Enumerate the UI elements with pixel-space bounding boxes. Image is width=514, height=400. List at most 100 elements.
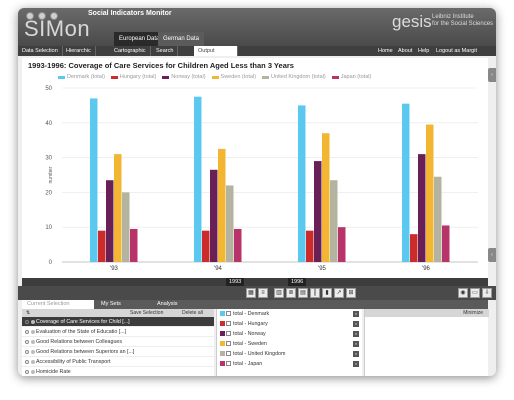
color-swatch[interactable]	[220, 331, 225, 336]
radio-icon[interactable]	[25, 330, 29, 334]
radio-icon[interactable]	[25, 360, 29, 364]
selection-item[interactable]: Evaluation of the State of Educatio [...…	[22, 327, 214, 337]
tab-european-data[interactable]: European Data	[114, 32, 165, 46]
checkbox-icon[interactable]	[226, 341, 231, 346]
legend-item[interactable]: Sweden (total)	[211, 74, 256, 80]
nav-output[interactable]: Output	[194, 46, 238, 56]
checkbox-icon[interactable]	[226, 331, 231, 336]
panel-expand-handle[interactable]: ‹	[488, 248, 496, 262]
app-window: SIMon Social Indicators Monitor European…	[18, 8, 496, 376]
bullet-icon	[31, 330, 35, 334]
selection-item[interactable]: Coverage of Care Services for Child [...…	[22, 317, 214, 327]
color-swatch[interactable]	[220, 321, 225, 326]
bar	[442, 225, 450, 262]
checkbox-icon[interactable]	[226, 351, 231, 356]
y-tick-label: 40	[45, 121, 52, 127]
selection-item[interactable]: Good Relations between Colleagues	[22, 337, 214, 347]
tab-current-selection[interactable]: Current Selection	[22, 300, 94, 309]
country-item[interactable]: total - Norway ×	[217, 329, 362, 339]
color-swatch[interactable]	[220, 341, 225, 346]
legend-item[interactable]: Hungary (total)	[110, 74, 156, 80]
export-icon[interactable]: ⇩	[482, 288, 492, 298]
remove-icon[interactable]: ×	[353, 321, 359, 327]
nav-home[interactable]: Home	[378, 48, 393, 54]
legend-swatch	[211, 75, 219, 79]
remove-icon[interactable]: ×	[353, 311, 359, 317]
panel-collapse-handle[interactable]: ‹	[488, 68, 496, 82]
tab-german-data[interactable]: German Data	[158, 32, 205, 46]
nav-data-selection[interactable]: Data Selection	[18, 46, 63, 56]
minimize-window-icon[interactable]	[38, 12, 46, 20]
radio-icon[interactable]	[25, 340, 29, 344]
column-chart-icon[interactable]: ▤	[298, 288, 308, 298]
remove-icon[interactable]: ×	[353, 361, 359, 367]
grouped-bar-icon[interactable]: ║	[310, 288, 320, 298]
legend-item[interactable]: United Kingdom (total)	[262, 74, 326, 80]
bar	[426, 124, 434, 262]
selection-item[interactable]: Homicide Rate	[22, 367, 214, 376]
bar	[226, 185, 234, 262]
timeline-slider[interactable]: 1993 1996	[22, 278, 488, 286]
country-item[interactable]: total - Japan ×	[217, 359, 362, 369]
current-selection-list: Coverage of Care Services for Child [...…	[22, 317, 214, 376]
radio-icon[interactable]	[25, 350, 29, 354]
nav-hierarchic[interactable]: Hierarchic	[62, 46, 96, 56]
nav-logout[interactable]: Logout as Margit	[436, 48, 477, 54]
checkbox-icon[interactable]	[226, 311, 231, 316]
sort-icon[interactable]: ⇅	[26, 310, 31, 316]
bar-chart-icon[interactable]: ▥	[274, 288, 284, 298]
grid-icon[interactable]: ⊞	[346, 288, 356, 298]
legend-item[interactable]: Denmark (total)	[58, 74, 105, 80]
right-panel: Minimize	[364, 309, 489, 376]
country-item[interactable]: total - Hungary ×	[217, 319, 362, 329]
tab-my-sets[interactable]: My Sets	[101, 301, 121, 307]
legend-item[interactable]: Norway (total)	[162, 74, 206, 80]
legend-swatch	[262, 75, 269, 79]
delete-all-button[interactable]: Delete all	[182, 310, 203, 316]
nav-cartographic[interactable]: Cartographic	[110, 46, 151, 56]
checkbox-icon[interactable]	[226, 361, 231, 366]
close-window-icon[interactable]	[26, 12, 34, 20]
country-item[interactable]: total - Denmark ×	[217, 309, 362, 319]
list-view-icon[interactable]: ≡	[258, 288, 268, 298]
nav-help[interactable]: Help	[418, 48, 430, 54]
x-tick-label: '93	[110, 266, 118, 272]
checkbox-icon[interactable]	[226, 321, 231, 326]
legend-label: Sweden (total)	[220, 74, 256, 80]
country-item[interactable]: total - Sweden ×	[217, 339, 362, 349]
country-item[interactable]: total - United Kingdom ×	[217, 349, 362, 359]
gesis-tagline-line2: for the Social Sciences	[432, 21, 494, 27]
maximize-window-icon[interactable]	[50, 12, 58, 20]
view-icon[interactable]: ◉	[458, 288, 468, 298]
table-view-icon[interactable]: ▦	[246, 288, 256, 298]
tab-analysis[interactable]: Analysis	[157, 301, 178, 307]
print-icon[interactable]: ▭	[470, 288, 480, 298]
bar	[234, 228, 242, 262]
nav-about[interactable]: About	[398, 48, 413, 54]
country-label: total - Denmark	[233, 311, 270, 317]
color-swatch[interactable]	[220, 351, 225, 356]
color-swatch[interactable]	[220, 361, 225, 366]
timeline-end-year[interactable]: 1996	[288, 278, 307, 286]
timeline-start-year[interactable]: 1993	[226, 278, 245, 286]
chart-title: 1993-1996: Coverage of Care Services for…	[28, 61, 294, 70]
x-tick-label: '94	[214, 266, 222, 272]
line-chart-icon[interactable]: ≣	[286, 288, 296, 298]
remove-icon[interactable]: ×	[353, 351, 359, 357]
trend-icon[interactable]: ↗	[334, 288, 344, 298]
radio-icon[interactable]	[25, 370, 29, 374]
bar	[418, 154, 426, 262]
bar	[306, 230, 314, 262]
selection-item-label: Accessibility of Public Transport	[36, 359, 111, 365]
nav-search[interactable]: Search	[152, 46, 179, 56]
remove-icon[interactable]: ×	[353, 341, 359, 347]
selection-item[interactable]: Accessibility of Public Transport	[22, 357, 214, 367]
remove-icon[interactable]: ×	[353, 331, 359, 337]
legend-item[interactable]: Japan (total)	[331, 74, 371, 80]
save-selection-button[interactable]: Save Selection	[130, 310, 164, 316]
color-swatch[interactable]	[220, 311, 225, 316]
stacked-bar-icon[interactable]: ▮	[322, 288, 332, 298]
radio-icon[interactable]	[25, 320, 29, 324]
minimize-button[interactable]: Minimize	[365, 309, 489, 317]
selection-item[interactable]: Good Relations between Superiors an [...…	[22, 347, 214, 357]
